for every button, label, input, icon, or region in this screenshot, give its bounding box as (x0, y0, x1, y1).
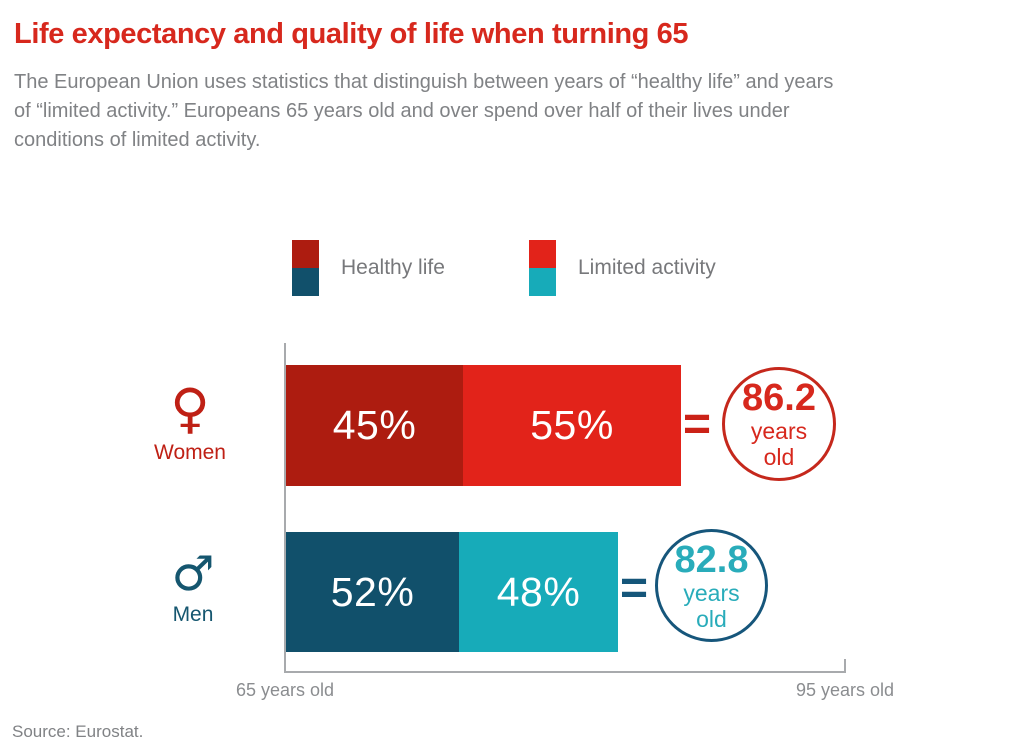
subtitle-line: The European Union uses statistics that … (14, 71, 834, 93)
legend-label-healthy-life: Healthy life (341, 256, 445, 279)
legend-label-limited-activity: Limited activity (578, 256, 716, 279)
bar-segment-men-healthy: 52% (286, 532, 459, 652)
equals-sign-women: = (683, 398, 712, 451)
source-note: Source: Eurostat. (12, 722, 144, 741)
subtitle-line: conditions of limited activity. (14, 129, 261, 151)
y-axis-line (284, 343, 286, 673)
bar-men: 52% 48% (286, 532, 618, 652)
female-symbol-icon: ♀ (170, 377, 210, 440)
category-women: ♀ Women (150, 377, 230, 464)
category-men: ♂ Men (153, 550, 233, 625)
subtitle: The European Union uses statistics that … (14, 68, 1004, 155)
bar-segment-women-limited: 55% (463, 365, 681, 486)
male-symbol-icon: ♂ (171, 546, 215, 602)
bar-women: 45% 55% (286, 365, 681, 486)
total-circle-men: 82.8 years old (655, 529, 768, 642)
x-axis-label-min: 65 years old (235, 680, 335, 700)
total-age-women: 86.2 (742, 377, 816, 419)
value-label-men-healthy: 52% (330, 568, 415, 615)
legend-item-healthy-life: Healthy life (292, 240, 445, 296)
bar-segment-men-limited: 48% (459, 532, 618, 652)
total-circle-women: 86.2 years old (722, 367, 836, 481)
x-axis-label-max: 95 years old (795, 680, 895, 700)
swatch-men-limited-color (529, 268, 556, 296)
bar-segment-women-healthy: 45% (286, 365, 463, 486)
swatch-men-healthy-color (292, 268, 319, 296)
equals-sign-men: = (620, 562, 649, 615)
subtitle-line: of “limited activity.” Europeans 65 year… (14, 100, 790, 122)
swatch-women-limited-color (529, 240, 556, 268)
legend-item-limited-activity: Limited activity (529, 240, 716, 296)
page-title: Life expectancy and quality of life when… (14, 18, 689, 50)
total-age-men: 82.8 (674, 538, 749, 581)
category-label-women: Women (154, 441, 226, 464)
x-axis-line (284, 671, 846, 673)
total-unit-women-line1: years (750, 418, 808, 444)
category-label-men: Men (172, 603, 214, 626)
x-axis-right-tick (844, 659, 846, 671)
value-label-women-limited: 55% (530, 402, 614, 448)
value-label-men-limited: 48% (496, 568, 581, 615)
total-unit-men-line2: old (696, 605, 727, 632)
total-unit-women-line2: old (763, 444, 795, 470)
total-unit-men-line1: years (683, 579, 740, 606)
legend-swatch-limited-activity (529, 240, 556, 296)
legend-swatch-healthy-life (292, 240, 319, 296)
value-label-women-healthy: 45% (332, 402, 417, 448)
swatch-women-healthy-color (292, 240, 319, 268)
